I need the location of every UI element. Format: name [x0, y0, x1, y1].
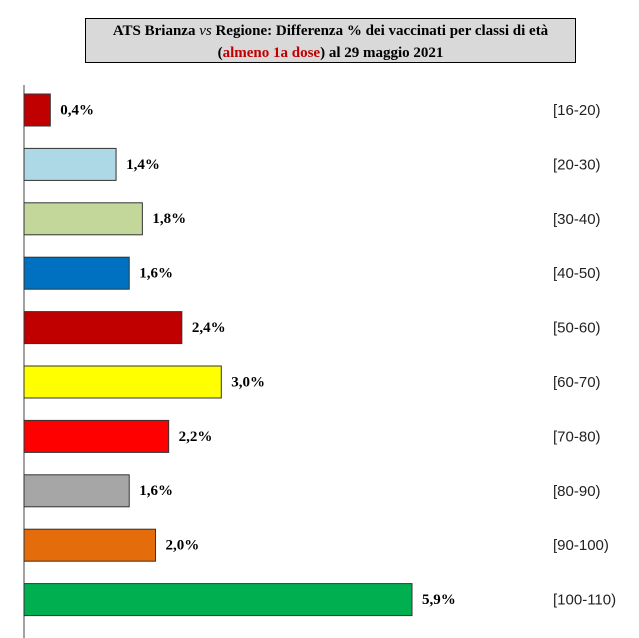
bar [23, 419, 170, 453]
category-label: [100-110) [553, 592, 616, 609]
category-label: [30-40) [553, 211, 601, 228]
category-label: [20-30) [553, 156, 601, 173]
value-label: 2,0% [166, 538, 200, 554]
value-label: 1,8% [152, 211, 186, 227]
value-label: 1,4% [126, 157, 160, 173]
title-part: ATS Brianza [112, 23, 200, 39]
title-part: almeno 1a dose [222, 45, 321, 61]
bar [23, 474, 130, 508]
bar [23, 147, 117, 181]
category-label: [90-100) [553, 537, 609, 554]
bar [23, 256, 130, 290]
bar [23, 311, 183, 345]
value-label: 5,9% [422, 592, 456, 608]
value-label: 0,4% [60, 102, 94, 118]
chart-title: ATS Brianza vs Regione: Differenza % dei… [85, 18, 576, 63]
title-part: vs [199, 23, 212, 39]
category-label: [80-90) [553, 483, 601, 500]
category-label: [50-60) [553, 320, 601, 337]
value-label: 1,6% [139, 266, 173, 282]
bar [23, 202, 143, 236]
category-label: [60-70) [553, 374, 601, 391]
bar [23, 583, 413, 617]
bar [23, 93, 51, 127]
value-label: 2,2% [179, 429, 213, 445]
category-label: [16-20) [553, 102, 601, 119]
value-label: 1,6% [139, 483, 173, 499]
value-label: 3,0% [231, 374, 265, 390]
value-label: 2,4% [192, 320, 226, 336]
bar [23, 528, 157, 562]
title-part: ) al 29 maggio 2021 [320, 45, 444, 61]
bar [23, 365, 222, 399]
category-label: [70-80) [553, 428, 601, 445]
title-part: Regione: Differenza % dei vaccinati per … [211, 23, 549, 61]
category-label: [40-50) [553, 265, 601, 282]
